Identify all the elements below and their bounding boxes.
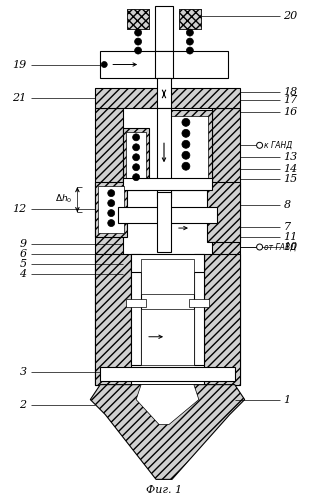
Bar xyxy=(165,116,208,184)
Bar xyxy=(127,8,149,28)
Bar xyxy=(100,50,228,78)
Text: 10: 10 xyxy=(284,242,298,252)
Bar xyxy=(123,128,149,190)
Text: 2: 2 xyxy=(19,400,27,409)
Bar xyxy=(131,254,141,364)
Bar xyxy=(141,309,194,364)
Text: 18: 18 xyxy=(284,88,298,98)
Circle shape xyxy=(257,244,263,250)
Circle shape xyxy=(108,210,115,216)
Circle shape xyxy=(187,29,193,36)
Text: 4: 4 xyxy=(19,269,27,279)
Text: 14: 14 xyxy=(284,164,298,174)
Text: 3: 3 xyxy=(19,366,27,376)
Circle shape xyxy=(108,220,115,226)
Bar xyxy=(131,254,204,272)
Bar xyxy=(95,254,131,384)
Text: 21: 21 xyxy=(12,94,27,104)
Text: $\Delta h_0$: $\Delta h_0$ xyxy=(55,193,72,205)
Circle shape xyxy=(182,162,190,170)
Bar xyxy=(204,254,240,384)
Text: 16: 16 xyxy=(284,108,298,118)
Circle shape xyxy=(182,130,190,138)
Text: 17: 17 xyxy=(284,96,298,106)
Circle shape xyxy=(135,38,141,45)
Circle shape xyxy=(133,144,139,151)
Bar xyxy=(157,192,171,252)
Bar xyxy=(95,108,123,384)
Bar xyxy=(100,366,235,380)
Polygon shape xyxy=(90,384,245,480)
Text: Фиг. 1: Фиг. 1 xyxy=(146,486,182,496)
Text: 15: 15 xyxy=(284,174,298,184)
Bar xyxy=(194,254,204,364)
Circle shape xyxy=(108,190,115,196)
Bar xyxy=(127,8,149,28)
Circle shape xyxy=(182,118,190,126)
Circle shape xyxy=(135,29,141,36)
Circle shape xyxy=(101,62,107,68)
Bar xyxy=(179,8,201,28)
Bar xyxy=(179,8,201,28)
Text: 13: 13 xyxy=(284,152,298,162)
Bar xyxy=(123,178,212,190)
Bar xyxy=(118,207,217,223)
Bar xyxy=(189,299,209,307)
Text: 9: 9 xyxy=(19,239,27,249)
Bar xyxy=(207,182,240,242)
Bar xyxy=(157,108,171,198)
Text: 7: 7 xyxy=(284,222,291,232)
Text: от ГАВД: от ГАВД xyxy=(264,242,296,252)
Bar xyxy=(126,299,146,307)
Circle shape xyxy=(133,174,139,180)
Circle shape xyxy=(187,47,193,54)
Bar xyxy=(155,50,173,78)
Text: к ГАНД: к ГАНД xyxy=(264,141,292,150)
Bar xyxy=(161,110,212,190)
Circle shape xyxy=(133,164,139,170)
Bar xyxy=(141,259,194,294)
Text: 1: 1 xyxy=(284,394,291,404)
Bar xyxy=(95,88,240,108)
Circle shape xyxy=(135,47,141,54)
Text: 20: 20 xyxy=(284,10,298,20)
Circle shape xyxy=(187,38,193,45)
Polygon shape xyxy=(136,384,199,424)
Text: 11: 11 xyxy=(284,232,298,242)
Circle shape xyxy=(108,200,115,206)
Text: 6: 6 xyxy=(19,249,27,259)
Text: 5: 5 xyxy=(19,259,27,269)
Bar xyxy=(155,6,173,52)
Bar xyxy=(212,108,240,384)
Circle shape xyxy=(257,142,263,148)
Circle shape xyxy=(182,140,190,148)
Circle shape xyxy=(133,154,139,160)
Text: 8: 8 xyxy=(284,200,291,210)
Bar xyxy=(126,132,146,186)
Bar xyxy=(98,186,124,233)
Bar xyxy=(95,182,127,237)
Bar xyxy=(157,78,171,108)
Circle shape xyxy=(182,152,190,160)
Circle shape xyxy=(133,134,139,141)
Text: 19: 19 xyxy=(12,60,27,70)
Text: 12: 12 xyxy=(12,204,27,214)
